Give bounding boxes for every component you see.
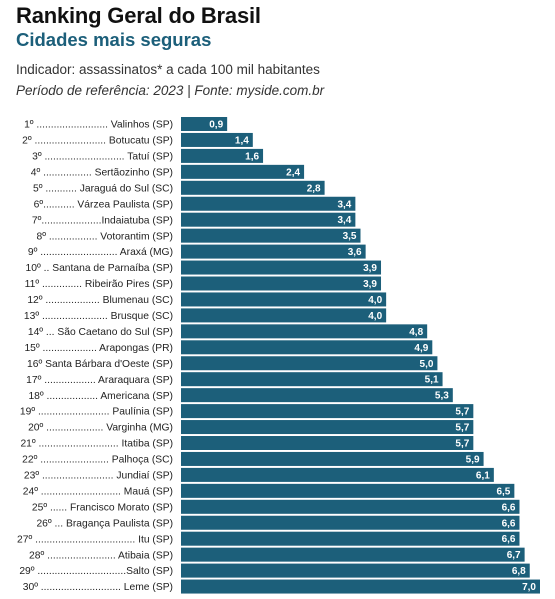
bar — [181, 563, 530, 578]
bar — [181, 499, 520, 514]
value-label: 4,8 — [409, 327, 423, 338]
bar — [181, 308, 387, 323]
value-label: 6,7 — [507, 550, 521, 561]
value-label: 4,9 — [414, 343, 428, 354]
category-label: 10º .. Santana de Parnaíba (SP) — [26, 263, 173, 274]
bar — [181, 531, 520, 546]
category-label: 21º ............................ Itatiba… — [20, 439, 173, 450]
value-label: 1,6 — [245, 151, 259, 162]
bar — [181, 164, 305, 179]
category-label: 28º ........................ Atibaia (SP… — [29, 550, 173, 561]
bar — [181, 228, 361, 243]
bar — [181, 117, 228, 131]
category-label: 3º ............................ Tatuí (S… — [32, 152, 173, 163]
source-note: Período de referência: 2023 | Fonte: mys… — [16, 83, 325, 98]
category-label: 30º ............................ Leme (S… — [23, 582, 173, 593]
bar — [181, 436, 474, 450]
value-label: 3,9 — [363, 279, 377, 290]
bar — [181, 212, 356, 227]
value-label: 6,5 — [496, 486, 510, 497]
value-label: 6,6 — [502, 518, 516, 529]
value-label: 3,6 — [348, 247, 362, 258]
value-label: 6,8 — [512, 566, 526, 577]
value-label: 6,1 — [476, 470, 490, 481]
value-label: 5,7 — [455, 407, 469, 418]
bar — [181, 404, 474, 419]
value-label: 7,0 — [522, 582, 536, 593]
category-label: 9º ........................... Araxá (MG… — [28, 247, 173, 258]
value-label: 5,1 — [425, 375, 439, 386]
value-label: 5,9 — [466, 454, 480, 465]
category-label: 29º ...............................Salto… — [19, 566, 173, 577]
value-label: 1,4 — [235, 135, 249, 146]
category-label: 27º ................................... … — [17, 534, 173, 545]
chart-subtitle: Cidades mais seguras — [16, 29, 212, 50]
value-label: 4,0 — [368, 311, 382, 322]
category-label: 13º ....................... Brusque (SC) — [24, 311, 173, 322]
category-label: 24º ............................ Mauá (S… — [23, 486, 173, 497]
category-label: 4º ................. Sertãozinho (SP) — [31, 167, 173, 178]
category-label: 12º ................... Blumenau (SC) — [27, 295, 173, 306]
category-label: 26º ... Bragança Paulista (SP) — [36, 518, 173, 529]
category-label: 25º ...... Francisco Morato (SP) — [32, 502, 173, 513]
value-label: 3,9 — [363, 263, 377, 274]
category-label: 2º ......................... Botucatu (S… — [22, 136, 173, 147]
indicator-note: Indicador: assassinatos* a cada 100 mil … — [16, 62, 320, 77]
bar — [181, 356, 438, 371]
bar — [181, 244, 366, 259]
bar — [181, 420, 474, 435]
category-label: 22º ........................ Palhoça (SC… — [22, 455, 173, 466]
chart-title: Ranking Geral do Brasil — [16, 3, 261, 28]
category-label: 8º ................. Votorantim (SP) — [36, 231, 173, 242]
bar — [181, 547, 525, 562]
category-label: 1º ......................... Valinhos (S… — [24, 120, 173, 131]
bar — [181, 451, 484, 466]
value-label: 5,7 — [455, 423, 469, 434]
value-label: 2,4 — [286, 167, 300, 178]
category-label: 7º.....................Indaiatuba (SP) — [32, 215, 173, 226]
category-label: 15º ................... Arapongas (PR) — [24, 343, 173, 354]
bar — [181, 483, 515, 498]
bar — [181, 372, 443, 387]
bar — [181, 515, 520, 530]
bar — [181, 579, 540, 594]
bar — [181, 196, 356, 211]
category-label: 20º .................... Varginha (MG) — [28, 423, 173, 434]
bar — [181, 324, 428, 339]
bar — [181, 340, 433, 355]
value-label: 6,6 — [502, 502, 516, 513]
bar — [181, 388, 453, 403]
value-label: 5,0 — [420, 359, 434, 370]
value-label: 3,5 — [343, 231, 357, 242]
bar — [181, 148, 264, 163]
value-label: 5,3 — [435, 391, 449, 402]
category-label: 16º Santa Bárbara d'Oeste (SP) — [27, 359, 173, 370]
bar — [181, 276, 382, 291]
bar — [181, 180, 325, 195]
category-label: 17º .................. Araraquara (SP) — [26, 375, 173, 386]
value-label: 5,7 — [455, 439, 469, 450]
value-label: 6,6 — [502, 534, 516, 545]
category-label: 6º........... Várzea Paulista (SP) — [34, 199, 173, 210]
category-label: 5º ........... Jaraguá do Sul (SC) — [33, 183, 173, 194]
value-label: 3,4 — [337, 215, 351, 226]
value-label: 2,8 — [307, 183, 321, 194]
bar — [181, 467, 494, 482]
value-label: 0,9 — [209, 120, 223, 131]
bar — [181, 132, 253, 147]
category-label: 18º .................. Americana (SP) — [28, 391, 173, 402]
value-label: 4,0 — [368, 295, 382, 306]
bar — [181, 292, 387, 307]
value-label: 3,4 — [337, 199, 351, 210]
category-label: 11º .............. Ribeirão Pires (SP) — [25, 279, 173, 290]
category-label: 23º ......................... Jundiaí (S… — [24, 471, 173, 482]
category-label: 19º ......................... Paulínia (… — [20, 407, 173, 418]
bar — [181, 260, 382, 275]
category-label: 14º ... São Caetano do Sul (SP) — [28, 327, 173, 338]
